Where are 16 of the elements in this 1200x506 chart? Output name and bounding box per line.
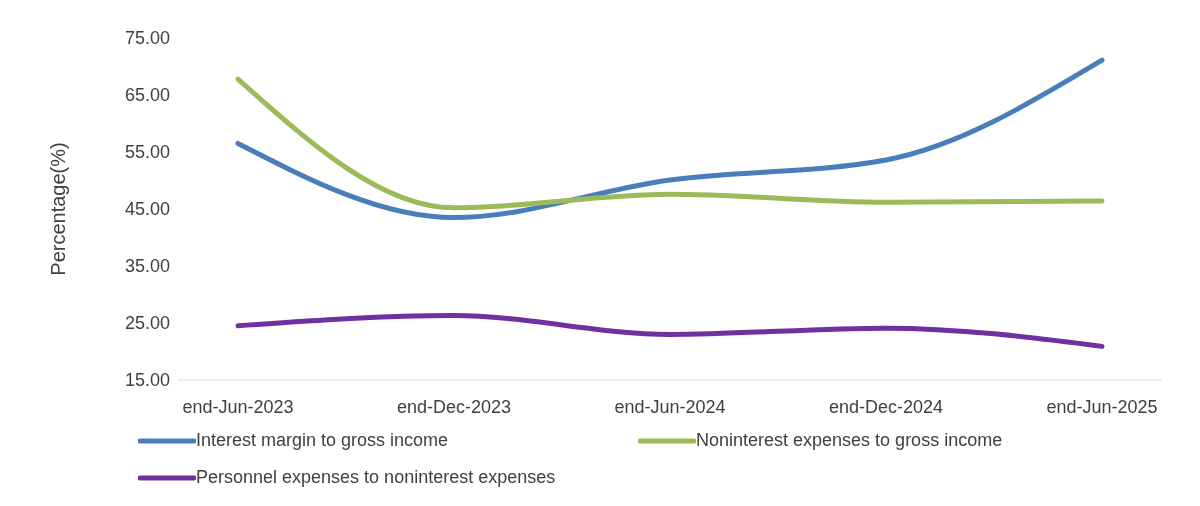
y-tick-label: 35.00 <box>124 256 170 277</box>
y-tick-label: 75.00 <box>124 28 170 49</box>
x-tick-label: end-Jun-2025 <box>1046 396 1158 417</box>
legend-label: Noninterest expenses to gross income <box>696 430 1003 451</box>
x-tick-label: end-Dec-2024 <box>828 396 944 417</box>
x-tick-label: end-Jun-2024 <box>614 396 726 417</box>
legend-label: Personnel expenses to noninterest expenses <box>196 467 556 488</box>
y-tick-label: 15.00 <box>124 370 170 391</box>
y-tick-label: 65.00 <box>124 85 170 106</box>
x-tick-label: end-Dec-2023 <box>396 396 512 417</box>
legend-label: Interest margin to gross income <box>196 430 449 451</box>
x-tick-label: end-Jun-2023 <box>182 396 294 417</box>
y-tick-label: 45.00 <box>124 199 170 220</box>
y-tick-label: 25.00 <box>124 313 170 334</box>
y-tick-label: 55.00 <box>124 142 170 163</box>
y-axis-title: Percentage(%) <box>47 142 70 276</box>
